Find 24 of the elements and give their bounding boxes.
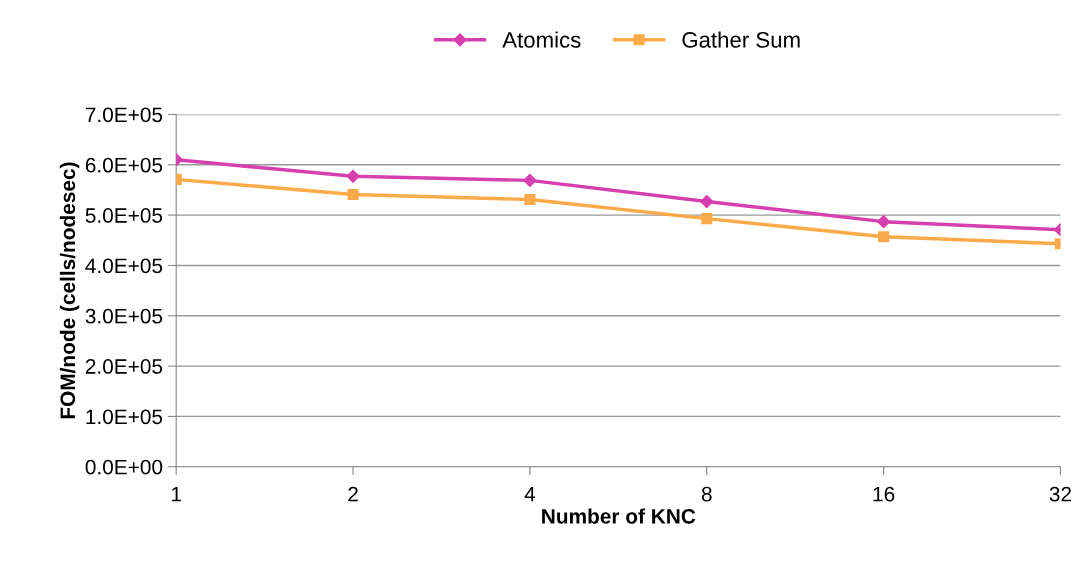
y-tick-label: 4.0E+05: [85, 258, 163, 274]
x-tick-label: 2: [348, 486, 358, 502]
point: [524, 193, 536, 206]
point: [347, 188, 359, 201]
x-tick-label: 8: [701, 486, 712, 502]
y-tick-label: 3.0E+05: [85, 308, 163, 324]
y-tick-label: 7.0E+05: [85, 107, 163, 123]
point: [523, 173, 537, 187]
x-axis-title: Number of KNC: [542, 508, 696, 524]
point: [701, 213, 713, 225]
legend-label: Gather Sum: [682, 31, 800, 48]
point: [346, 169, 360, 183]
y-tick-label: 5.0E+05: [85, 208, 163, 223]
y-tick-label: 0.0E+00: [85, 459, 163, 475]
y-tick-label: 6.0E+05: [85, 157, 163, 173]
legend-label: Atomics: [502, 31, 581, 48]
x-tick-label: 1: [172, 486, 181, 502]
x-tick-label: 4: [524, 486, 536, 502]
y-axis-title: FOM/node (cells/nodesec): [59, 162, 80, 419]
y-tick-label: 1.0E+05: [86, 409, 163, 425]
y-tick-label: 2.0E+05: [85, 359, 163, 374]
x-tick-label: 32: [1049, 486, 1071, 502]
x-tick-label: 16: [873, 486, 895, 502]
point: [700, 194, 714, 209]
